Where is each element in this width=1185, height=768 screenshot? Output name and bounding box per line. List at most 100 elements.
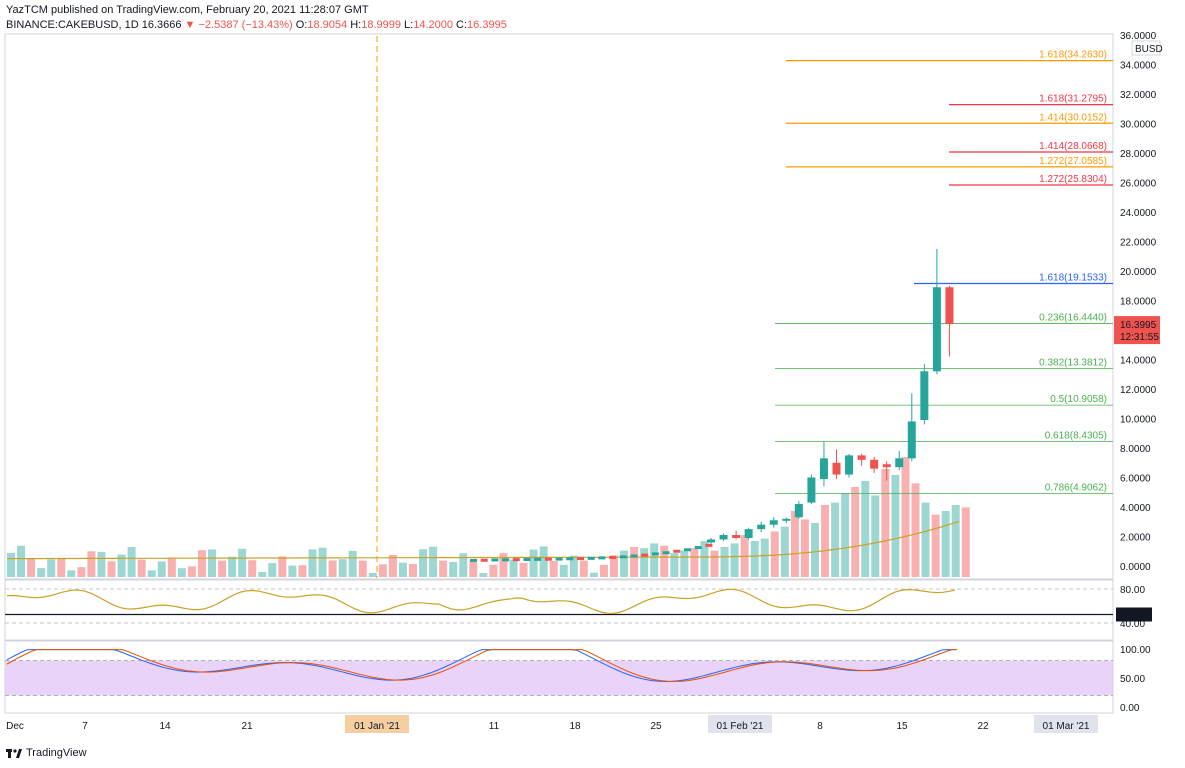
y-tick-label: 30.0000 (1120, 120, 1157, 131)
volume-bar (87, 551, 96, 577)
fib-level-label: 0.618(8.4305) (1045, 431, 1107, 442)
volume-bar (821, 505, 830, 577)
volume-bar (680, 550, 689, 577)
volume-bar (790, 511, 799, 577)
x-tick-label: 01 Mar '21 (1043, 721, 1090, 732)
symbol-name[interactable]: BINANCE:CAKEBUSD, 1D (6, 19, 139, 31)
price-pane-border (4, 33, 1114, 580)
volume-bar (569, 555, 578, 577)
volume-bar (27, 558, 36, 577)
fib-level-label: 1.414(30.0152) (1039, 112, 1107, 123)
candle-body (598, 556, 606, 560)
fib-level-label: 1.272(25.8304) (1039, 174, 1107, 185)
volume-bar (861, 481, 870, 577)
volume-bar (378, 564, 387, 577)
stoch-d-line (6, 649, 957, 683)
candle-body (566, 557, 574, 561)
volume-bar (519, 562, 528, 577)
stoch-tick-label: 0.00 (1120, 703, 1140, 714)
candle-body (577, 557, 584, 561)
volume-bar (308, 549, 317, 577)
candle-body (534, 557, 542, 561)
volume-bar (57, 558, 66, 577)
close-value: 16.3995 (467, 19, 507, 31)
candle-body (719, 535, 728, 540)
volume-bar (388, 554, 397, 577)
fib-level-label: 1.272(27.0585) (1039, 156, 1107, 167)
volume-bar (831, 502, 840, 577)
x-tick-box (345, 715, 409, 733)
candle-body (630, 554, 638, 558)
x-tick-label: 01 Feb '21 (717, 721, 764, 732)
volume-bar (800, 519, 809, 577)
volume-bar (951, 505, 960, 577)
volume-bar (77, 567, 86, 577)
candle-body (491, 558, 499, 562)
volume-bar (941, 511, 950, 577)
volume-bar (107, 561, 116, 577)
volume-bar (218, 560, 227, 577)
stoch-band-fill (5, 660, 1113, 696)
candle-body (707, 539, 715, 543)
volume-bar (670, 553, 679, 577)
down-arrow-icon: ▼ (184, 19, 196, 31)
candle-body (769, 520, 778, 525)
candle-body (512, 558, 520, 562)
volume-bar (177, 568, 186, 577)
tradingview-logo-icon (6, 749, 22, 758)
volume-bar (841, 493, 850, 577)
fib-level-label: 0.382(13.3812) (1039, 358, 1107, 369)
high-label: H: (350, 19, 362, 31)
currency-label: BUSD (1135, 44, 1163, 55)
volume-bar (238, 548, 247, 577)
volume-bar (660, 545, 669, 577)
volume-bar (67, 570, 76, 577)
y-tick-label: 10.0000 (1120, 415, 1157, 426)
y-tick-label: 6.0000 (1120, 474, 1151, 485)
volume-bar (539, 546, 548, 577)
candle-body (694, 546, 702, 550)
volume-bar (298, 565, 307, 577)
volume-bar (127, 546, 136, 577)
candle-body (555, 557, 563, 561)
y-tick-label: 24.0000 (1120, 208, 1157, 219)
y-tick-label: 20.0000 (1120, 267, 1157, 278)
volume-bar (690, 548, 699, 577)
y-tick-label: 0.0000 (1120, 562, 1151, 573)
candle-body (705, 543, 713, 547)
x-tick-label: Dec (6, 721, 24, 732)
volume-bar (47, 559, 56, 577)
volume-bar (529, 549, 538, 577)
candle-body (480, 558, 488, 562)
volume-bar (610, 555, 618, 577)
volume-bar (599, 564, 608, 577)
y-tick-label: 4.0000 (1120, 503, 1151, 514)
volume-bar (640, 548, 649, 577)
volume-bar (117, 554, 126, 577)
candle-body (673, 549, 681, 553)
tradingview-brand[interactable]: TradingView (26, 747, 87, 759)
volume-bar (710, 550, 719, 577)
volume-bar (700, 541, 709, 577)
volume-bar (881, 469, 890, 577)
volume-bar (328, 560, 337, 577)
volume-bar (931, 514, 940, 577)
volume-bar (750, 541, 759, 577)
rsi-tick-label: 40.00 (1120, 619, 1145, 630)
candle-body (619, 555, 627, 559)
candle-body (832, 462, 841, 475)
stoch-tick-label: 50.00 (1120, 674, 1145, 685)
volume-bar (901, 457, 910, 577)
x-tick-label: 21 (241, 721, 253, 732)
volume-bar (770, 531, 779, 577)
volume-bar (157, 561, 166, 577)
volume-bar (258, 571, 267, 577)
candle-body (794, 504, 803, 518)
candle-body (651, 552, 659, 556)
volume-bar (449, 561, 458, 577)
fib-level-label: 0.786(4.9062) (1045, 483, 1107, 494)
volume-bar (620, 550, 629, 577)
volume-bar (760, 538, 769, 577)
rsi-line (6, 588, 956, 615)
